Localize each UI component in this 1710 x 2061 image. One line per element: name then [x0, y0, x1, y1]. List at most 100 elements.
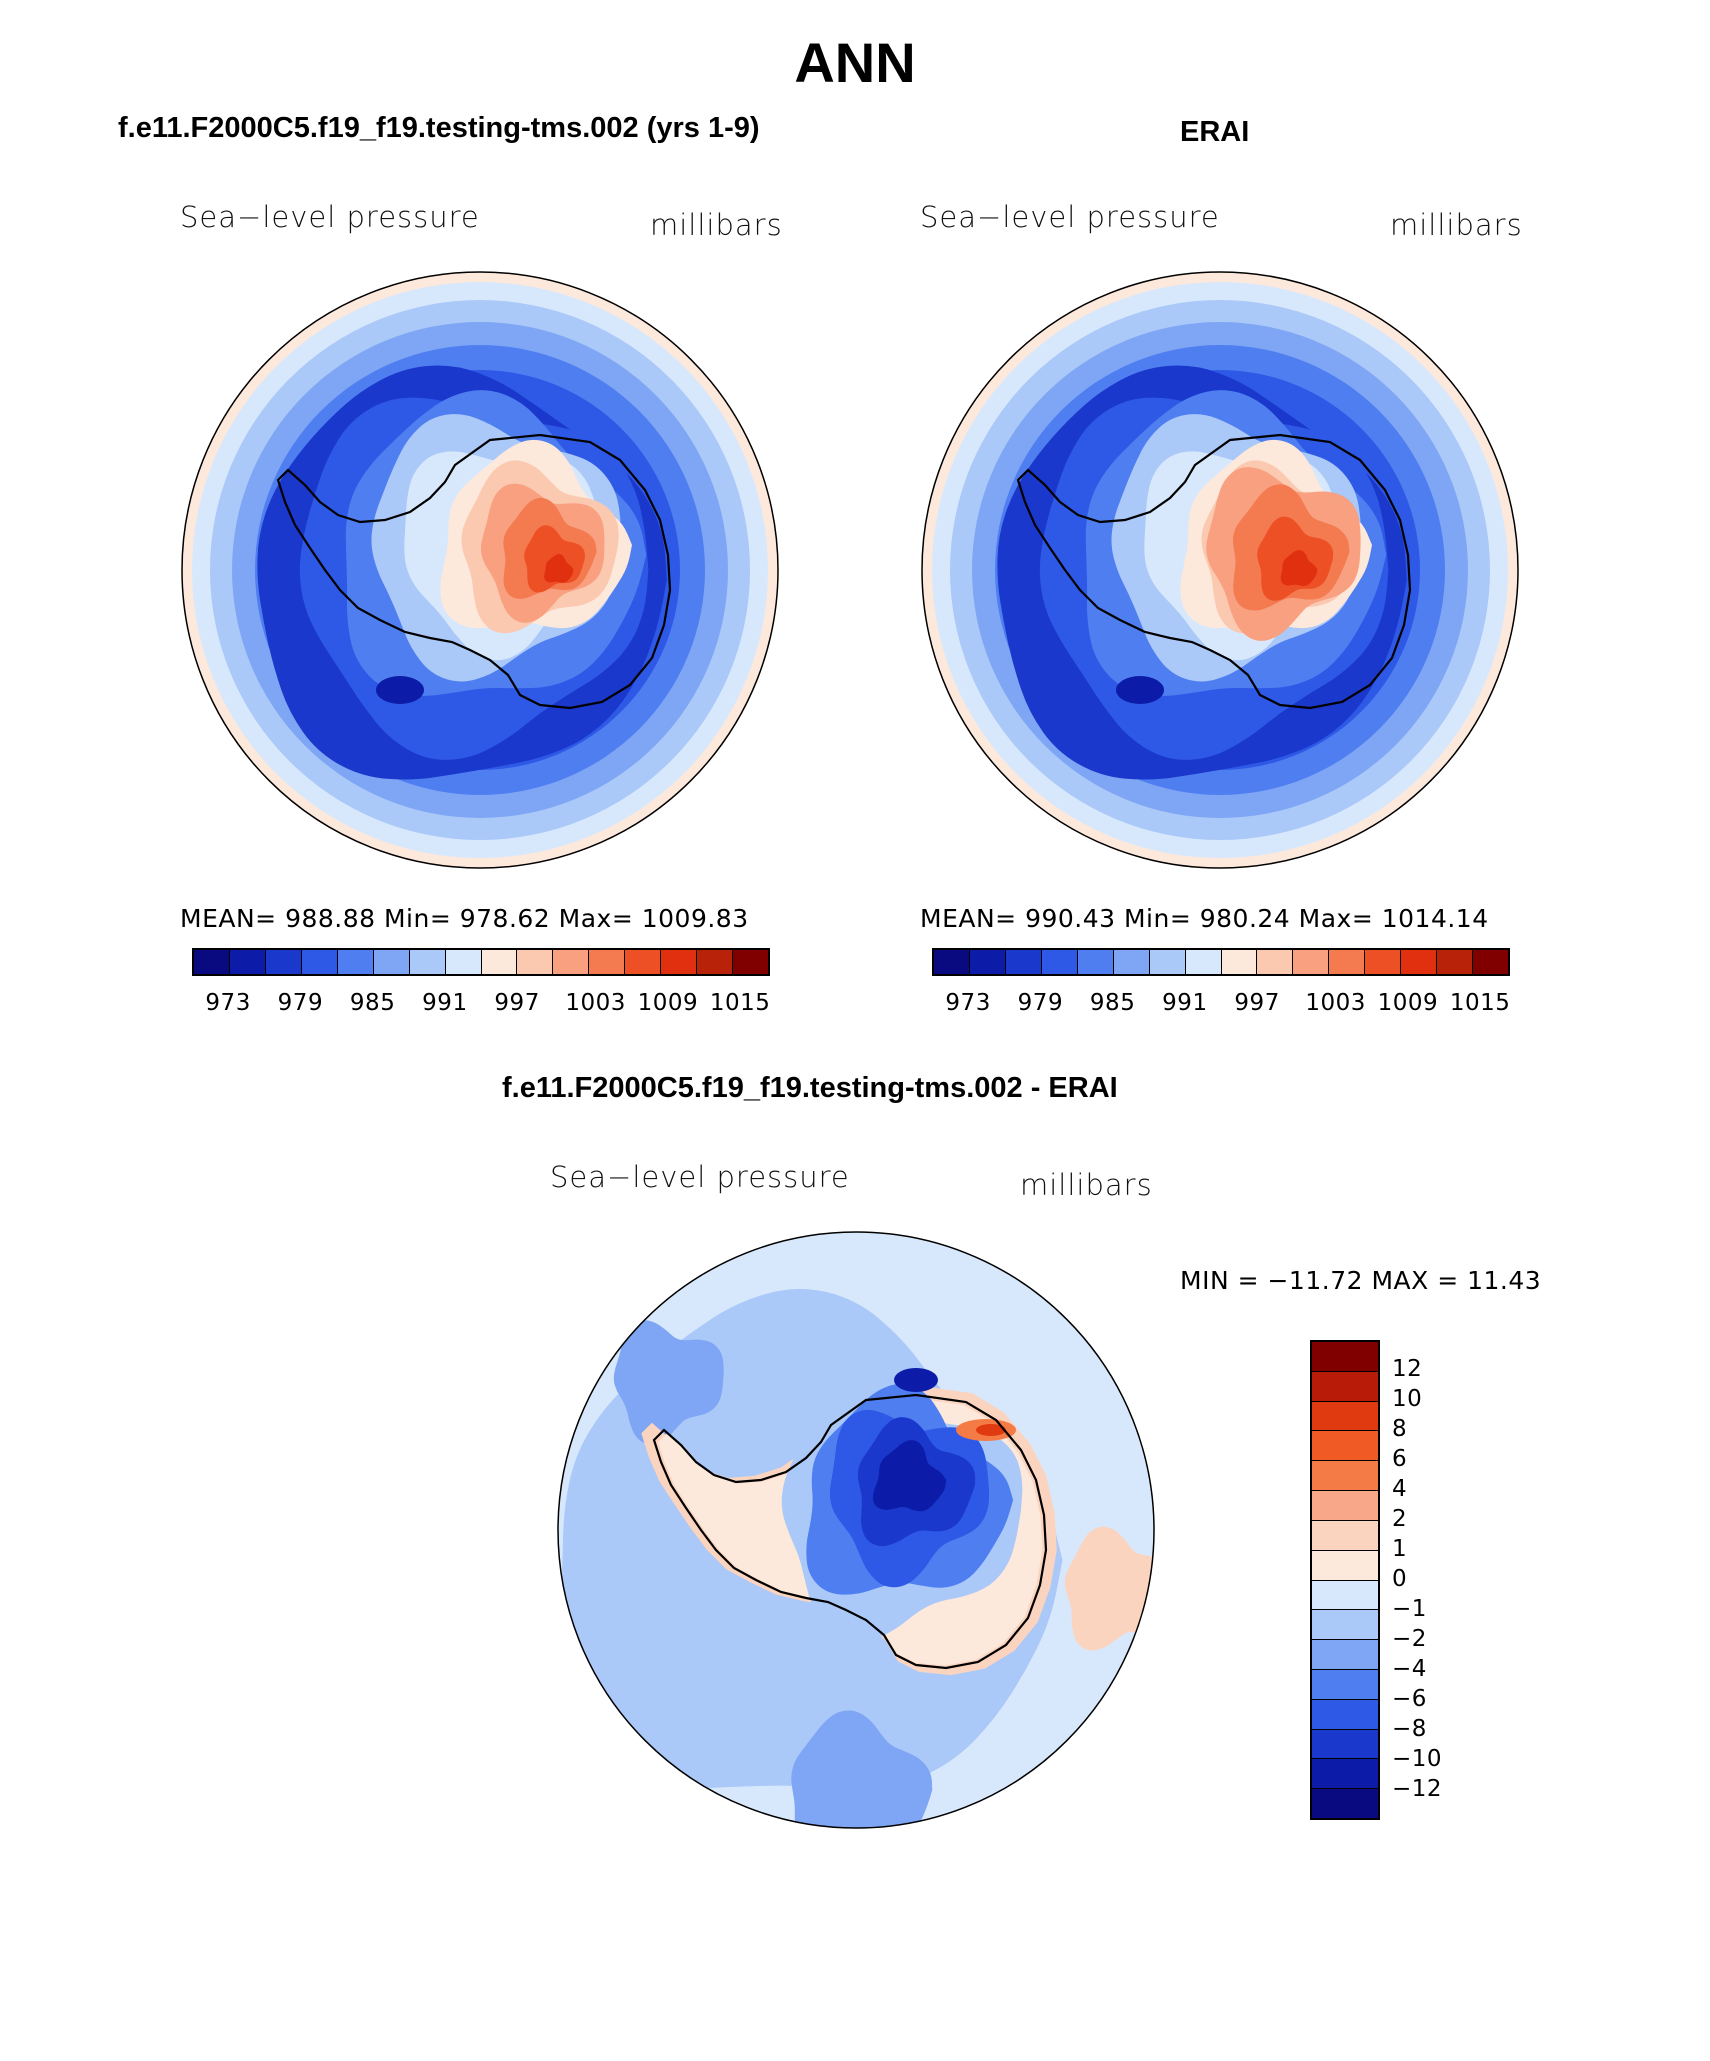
- colorbar-tick-label: 979: [277, 990, 324, 1016]
- diff-panel-polar-map: [557, 1231, 1155, 1829]
- panel-1-polar-map: [181, 271, 779, 869]
- colorbar-swatch: [589, 950, 626, 974]
- colorbar-tick-label: −12: [1392, 1776, 1443, 1802]
- colorbar-tick-label: −8: [1392, 1716, 1427, 1742]
- colorbar-tick-label: 1009: [1377, 990, 1439, 1016]
- colorbar-swatch: [337, 950, 374, 974]
- colorbar-swatch: [229, 950, 266, 974]
- colorbar-tick-label: 1: [1392, 1536, 1408, 1562]
- colorbar-swatch: [194, 950, 230, 974]
- panel-2-variable: Sea−level pressure: [920, 200, 1220, 234]
- colorbar-swatch: [934, 950, 970, 974]
- panel-1-variable: Sea−level pressure: [180, 200, 480, 234]
- colorbar-swatch: [1257, 950, 1294, 974]
- colorbar-swatch: [1312, 1699, 1378, 1730]
- colorbar-swatch: [1041, 950, 1078, 974]
- colorbar-tick-label: 1015: [1449, 990, 1511, 1016]
- colorbar-tick-label: −1: [1392, 1596, 1427, 1622]
- colorbar-swatch: [697, 950, 734, 974]
- diff-panel-minmax: MIN = −11.72 MAX = 11.43: [1180, 1266, 1542, 1295]
- diff-panel-colorbar-labels: 12 10 8 6 4 2 1 0 −1 −2 −4 −6 −8 −10 −12: [1392, 1340, 1512, 1820]
- colorbar-swatch: [969, 950, 1006, 974]
- colorbar-swatch: [1401, 950, 1438, 974]
- colorbar-tick-label: 6: [1392, 1446, 1408, 1472]
- contour-band: [613, 1320, 724, 1445]
- contour-band: [1064, 1526, 1154, 1651]
- colorbar-swatch: [373, 950, 410, 974]
- colorbar-swatch: [553, 950, 590, 974]
- coastline: [1016, 433, 1412, 710]
- colorbar-swatch: [625, 950, 662, 974]
- colorbar-tick-label: 979: [1017, 990, 1064, 1016]
- colorbar-tick-label: 1009: [637, 990, 699, 1016]
- colorbar-swatch: [1312, 1342, 1378, 1372]
- colorbar-swatch: [1312, 1669, 1378, 1700]
- colorbar-swatch: [409, 950, 446, 974]
- colorbar-swatch: [1312, 1550, 1378, 1581]
- colorbar-swatch: [1312, 1729, 1378, 1760]
- panel-2-units: millibars: [1390, 208, 1523, 242]
- colorbar-swatch: [1312, 1580, 1378, 1611]
- panel-2-polar-map: [921, 271, 1519, 869]
- diff-panel-title: f.e11.F2000C5.f19_f19.testing-tms.002 - …: [502, 1072, 1118, 1104]
- contour-band: [872, 1440, 947, 1512]
- coastline: [652, 1393, 1048, 1670]
- colorbar-swatch: [1312, 1401, 1378, 1432]
- colorbar-tick-label: 12: [1392, 1356, 1423, 1382]
- panel-2-colorbar: [932, 948, 1510, 976]
- diff-panel-colorbar: [1310, 1340, 1380, 1820]
- colorbar-swatch: [1312, 1491, 1378, 1521]
- colorbar-tick-label: 4: [1392, 1476, 1408, 1502]
- map-boundary: [557, 1231, 1155, 1829]
- contour-band: [894, 1368, 938, 1392]
- colorbar-swatch: [1113, 950, 1150, 974]
- contour-band: [544, 554, 574, 583]
- panel-1-colorbar: [192, 948, 770, 976]
- colorbar-swatch: [301, 950, 338, 974]
- panel-2-stats: MEAN= 990.43 Min= 980.24 Max= 1014.14: [920, 904, 1489, 933]
- colorbar-swatch: [1473, 950, 1508, 974]
- colorbar-tick-label: 1003: [565, 990, 626, 1016]
- colorbar-swatch: [1221, 950, 1258, 974]
- colorbar-tick-label: −10: [1392, 1746, 1443, 1772]
- panel-2-colorbar-labels: 973 979 985 991 997 1003 1009 1015: [932, 990, 1510, 1020]
- colorbar-tick-label: 973: [205, 990, 251, 1016]
- colorbar-swatch: [1312, 1759, 1378, 1790]
- colorbar-tick-label: 997: [1234, 990, 1280, 1016]
- diff-panel-variable: Sea−level pressure: [550, 1160, 850, 1194]
- contour-band: [976, 1424, 1006, 1436]
- contour-band: [791, 1710, 933, 1828]
- panel-1-title: f.e11.F2000C5.f19_f19.testing-tms.002 (y…: [118, 112, 760, 144]
- panel-1-units: millibars: [650, 208, 783, 242]
- colorbar-tick-label: 991: [1162, 990, 1208, 1016]
- colorbar-tick-label: 2: [1392, 1506, 1408, 1532]
- colorbar-tick-label: 0: [1392, 1566, 1408, 1592]
- colorbar-swatch: [1312, 1520, 1378, 1551]
- colorbar-swatch: [1437, 950, 1474, 974]
- colorbar-tick-label: −4: [1392, 1656, 1427, 1682]
- colorbar-tick-label: 991: [422, 990, 468, 1016]
- panel-1-stats: MEAN= 988.88 Min= 978.62 Max= 1009.83: [180, 904, 749, 933]
- colorbar-swatch: [445, 950, 482, 974]
- colorbar-swatch: [661, 950, 698, 974]
- colorbar-swatch: [1312, 1610, 1378, 1641]
- contour-band: [376, 676, 424, 704]
- colorbar-tick-label: 973: [945, 990, 991, 1016]
- colorbar-swatch: [1312, 1789, 1378, 1818]
- panel-1-colorbar-labels: 973 979 985 991 997 1003 1009 1015: [192, 990, 770, 1020]
- panel-2-title: ERAI: [1180, 116, 1250, 148]
- colorbar-swatch: [1312, 1640, 1378, 1670]
- colorbar-tick-label: 997: [494, 990, 540, 1016]
- main-title: ANN: [794, 31, 916, 94]
- coastline: [276, 433, 672, 710]
- colorbar-swatch: [265, 950, 302, 974]
- colorbar-swatch: [1077, 950, 1114, 974]
- colorbar-tick-label: 985: [1089, 990, 1136, 1016]
- colorbar-swatch: [481, 950, 518, 974]
- colorbar-swatch: [517, 950, 554, 974]
- colorbar-swatch: [1329, 950, 1366, 974]
- colorbar-tick-label: 1003: [1305, 990, 1366, 1016]
- colorbar-tick-label: 1015: [709, 990, 771, 1016]
- colorbar-tick-label: −6: [1392, 1686, 1427, 1712]
- colorbar-swatch: [1312, 1371, 1378, 1402]
